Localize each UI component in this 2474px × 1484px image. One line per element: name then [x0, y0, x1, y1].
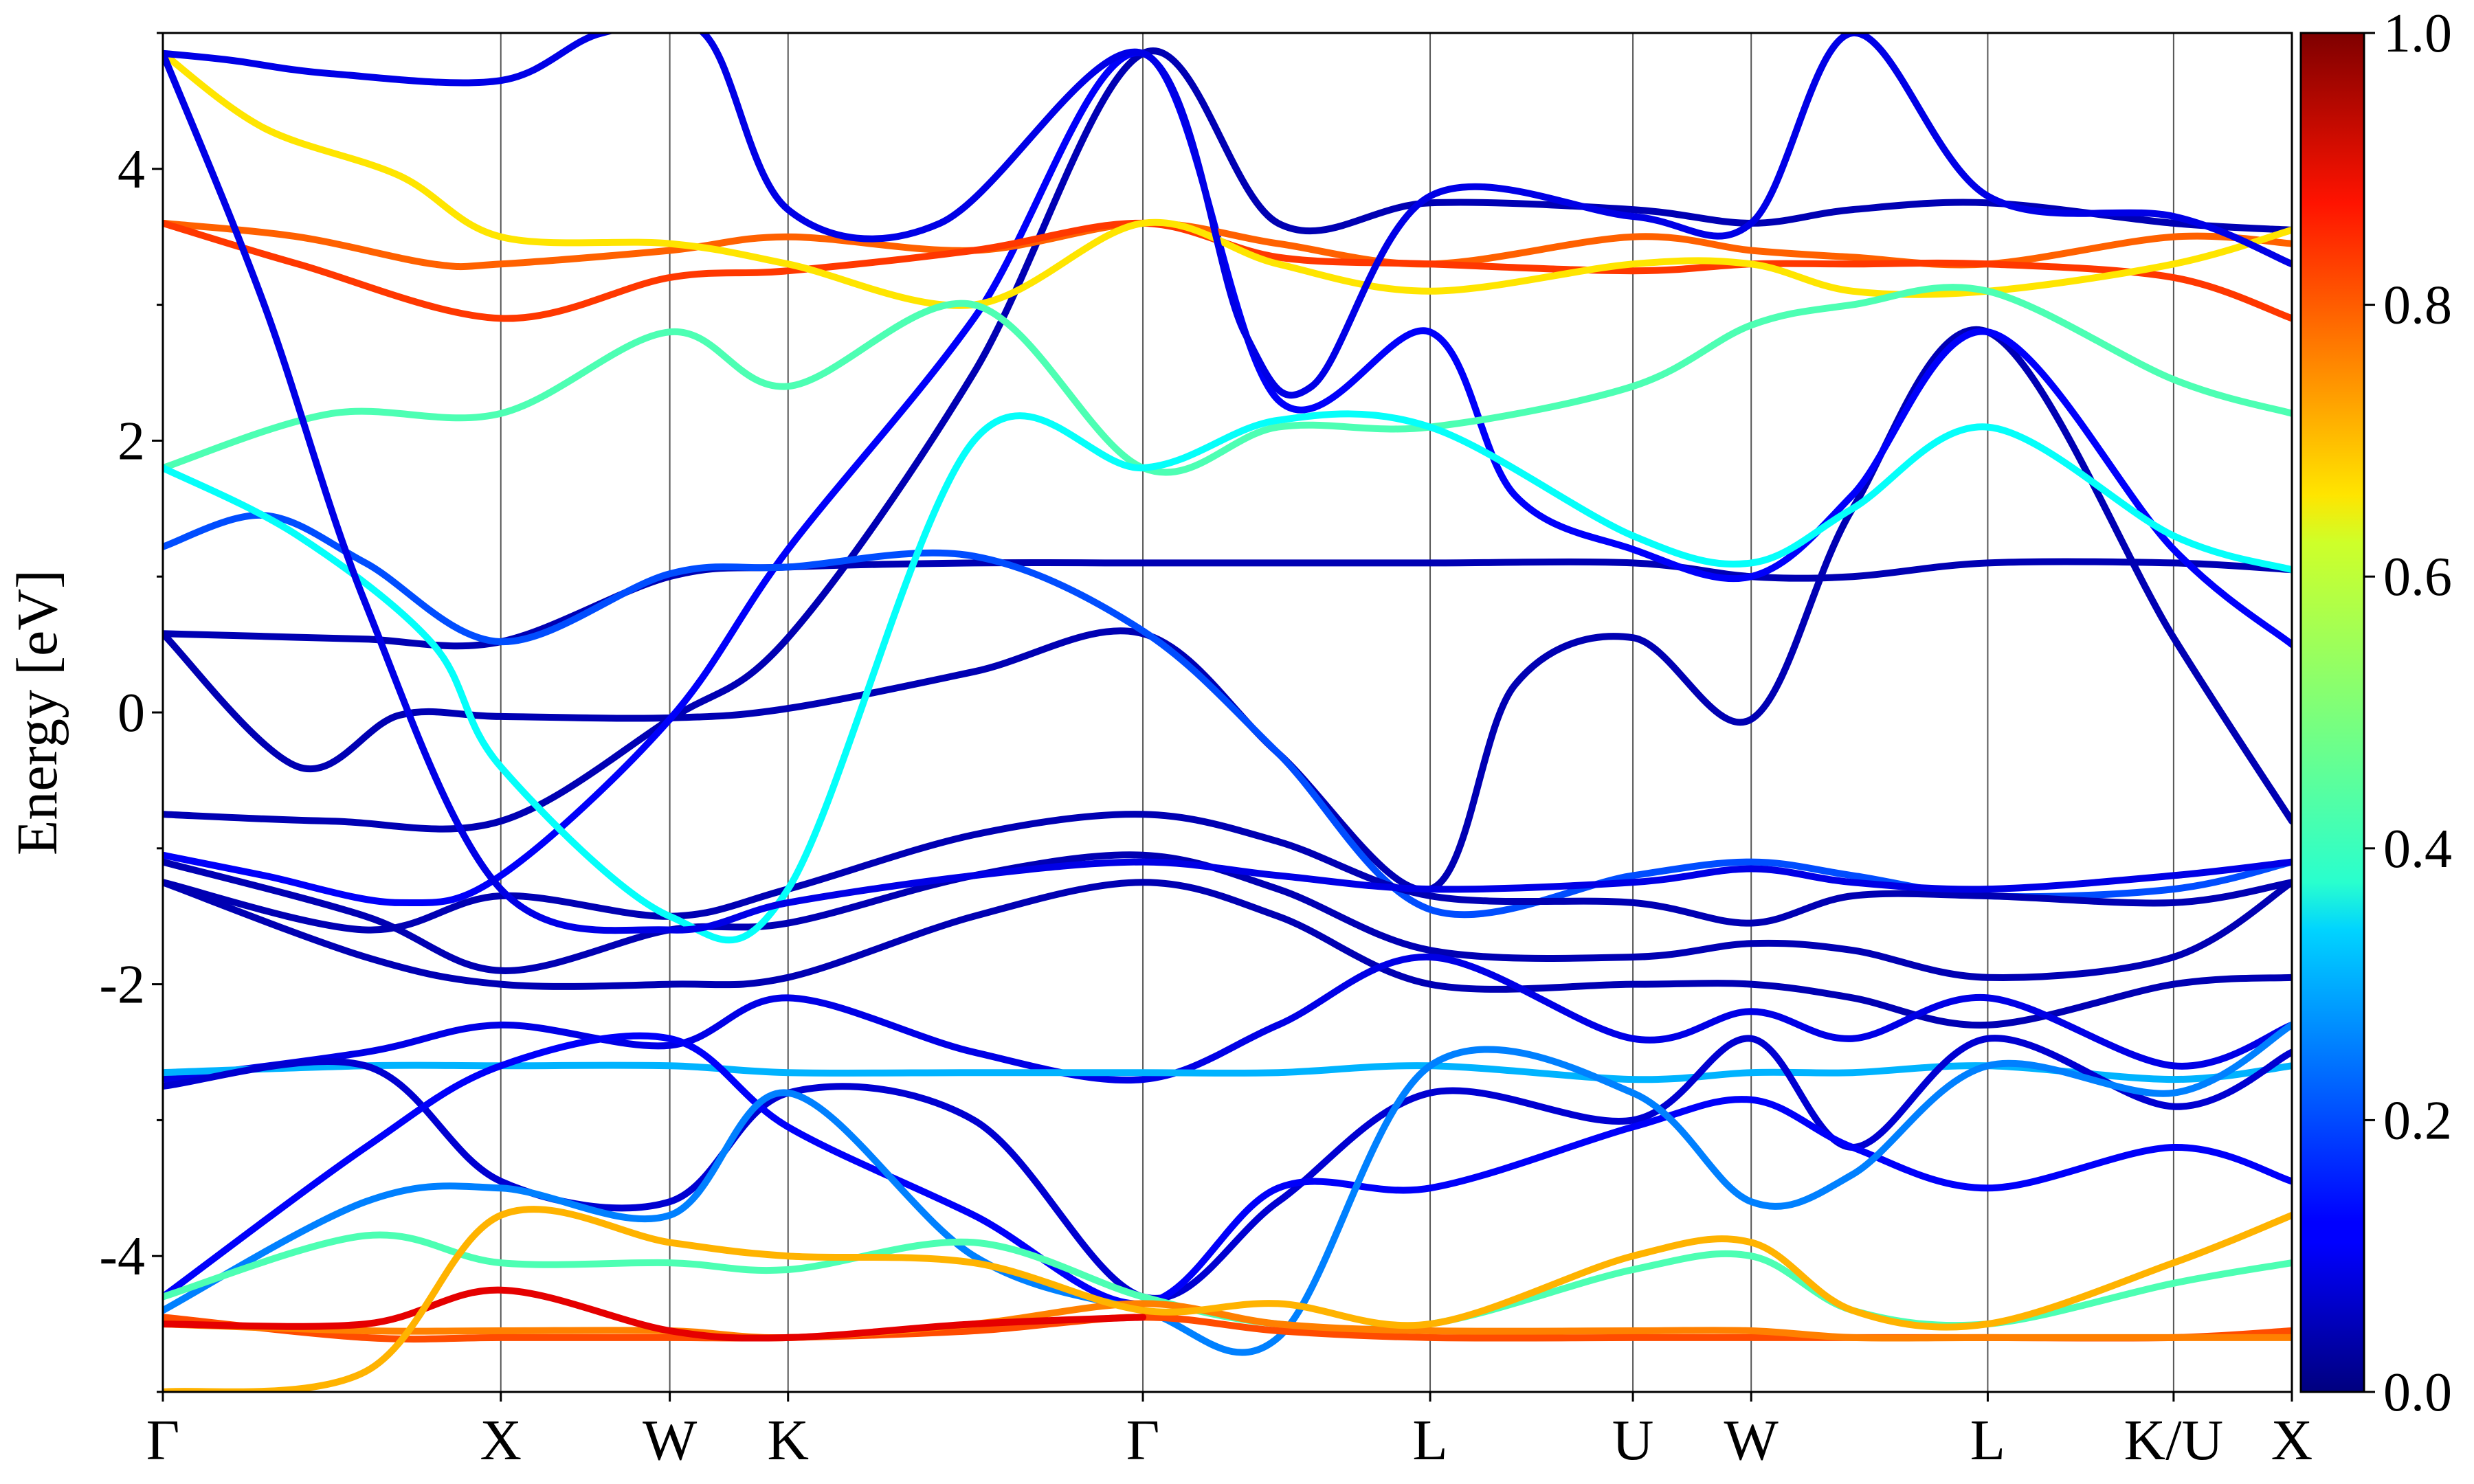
band-line-8 [163, 953, 2292, 1084]
band-line-16 [163, 1286, 1147, 1342]
band-line-5 [163, 811, 2292, 934]
x-tick-label: K [767, 1408, 809, 1472]
band-line-11 [163, 1032, 2292, 1307]
band-line-23 [163, 49, 2292, 934]
x-axis: Γ X W K Γ L U W L K/U X [146, 1392, 2313, 1472]
band-line-19 [163, 219, 2292, 322]
x-tick-label: L [1970, 1408, 2005, 1472]
x-tick-label: K/U [2124, 1408, 2224, 1472]
x-tick-label: Γ [1126, 1408, 1160, 1472]
y-tick-label: 0 [118, 683, 145, 743]
x-tick-label: X [2271, 1408, 2313, 1472]
x-tick-label: W [1724, 1408, 1779, 1472]
band-line-0 [163, 558, 2292, 650]
x-tick-label: X [480, 1408, 522, 1472]
band-line-24 [163, 33, 2292, 399]
colorbar-tick-label: 0.2 [2383, 1090, 2452, 1151]
y-axis-label: Energy [eV] [5, 570, 69, 855]
band-line-2 [163, 47, 2292, 833]
band-line-12 [163, 1021, 2292, 1356]
x-tick-label: U [1612, 1408, 1654, 1472]
y-tick-label: -2 [99, 955, 145, 1015]
band-line-6 [163, 851, 2292, 981]
colorbar-axis: 0.0 0.2 0.4 0.6 0.8 1.0 [2364, 3, 2452, 1423]
colorbar [2299, 32, 2365, 1393]
band-line-1 [163, 326, 2292, 894]
y-axis: -4 -2 0 2 4 [99, 32, 163, 1393]
band-lines [163, 33, 2292, 1392]
band-line-17 [163, 1206, 2292, 1392]
band-line-7 [163, 879, 2292, 1029]
band-line-15 [163, 1300, 2292, 1342]
colorbar-tick-label: 0.6 [2383, 547, 2452, 607]
y-tick-label: -4 [99, 1226, 145, 1287]
high-symmetry-lines [500, 33, 2174, 1392]
band-line-22 [163, 410, 2292, 944]
x-tick-label: W [643, 1408, 698, 1472]
band-line-21 [163, 284, 2292, 476]
band-line-3 [163, 49, 2292, 907]
colorbar-tick-label: 1.0 [2383, 3, 2452, 64]
x-tick-label: L [1412, 1408, 1447, 1472]
colorbar-tick-label: 0.0 [2383, 1362, 2452, 1423]
x-tick-label: Γ [146, 1408, 180, 1472]
band-line-20 [163, 49, 2292, 309]
colorbar-tick-label: 0.4 [2383, 819, 2452, 879]
y-tick-label: 2 [118, 411, 145, 471]
colorbar-tick-label: 0.8 [2383, 276, 2452, 336]
y-tick-label: 4 [118, 139, 145, 200]
